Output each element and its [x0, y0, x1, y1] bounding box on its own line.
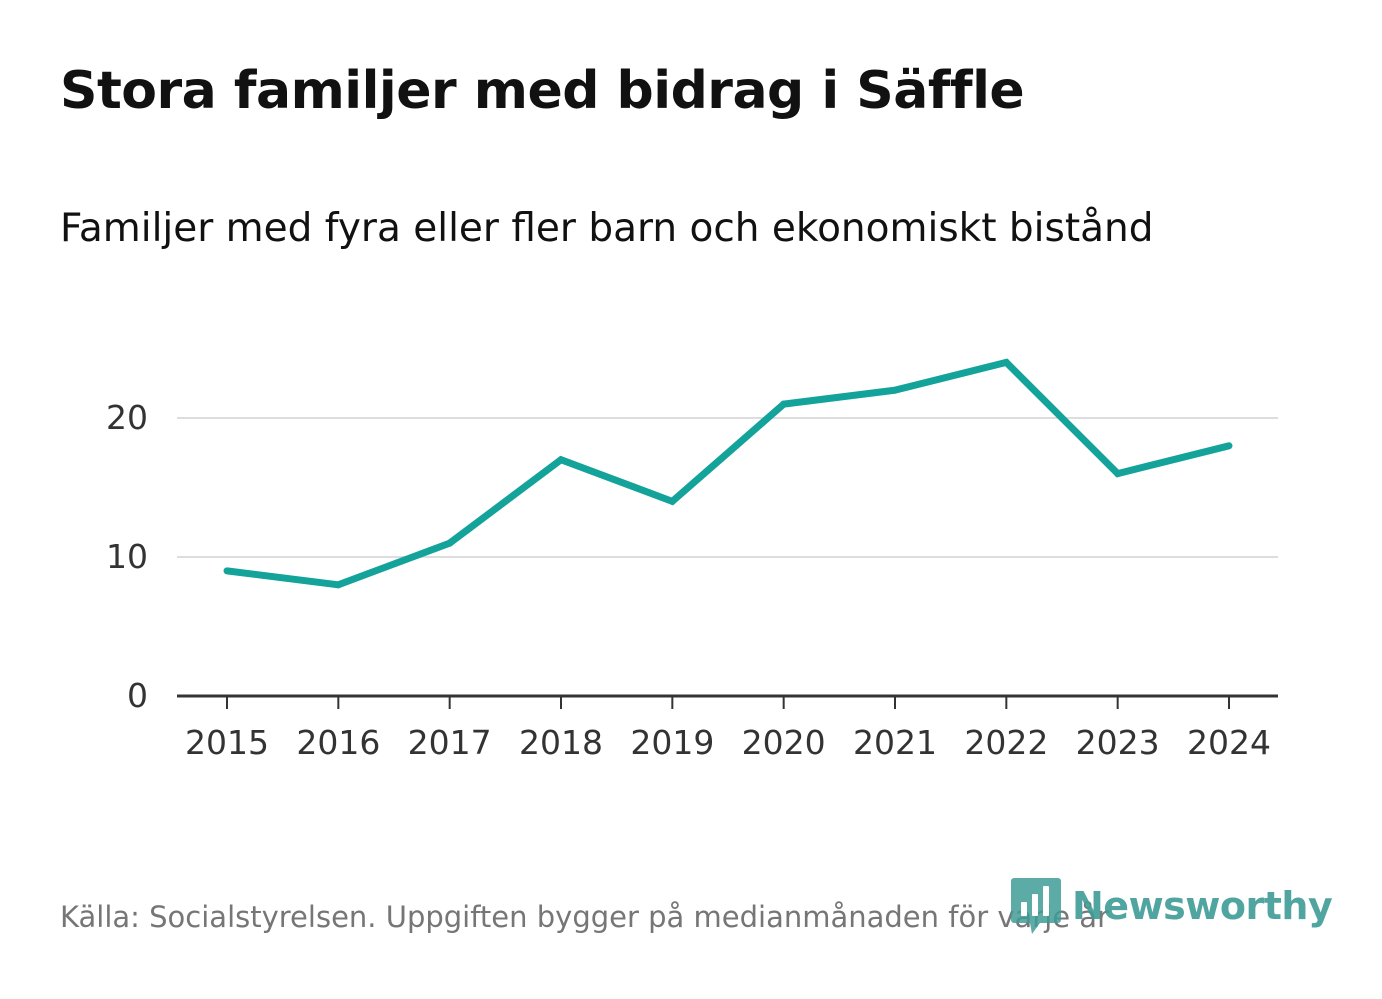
- brand-name: Newsworthy: [1072, 884, 1333, 928]
- y-tick-label: 10: [106, 537, 148, 576]
- data-point-2023: [1114, 470, 1122, 478]
- y-tick-label: 20: [106, 398, 148, 437]
- x-tick-label: 2018: [519, 723, 603, 762]
- x-tick-label: 2020: [742, 723, 826, 762]
- data-point-2022: [1002, 358, 1010, 366]
- newsworthy-logo-icon: [1011, 878, 1061, 934]
- x-tick-label: 2024: [1187, 723, 1271, 762]
- data-point-2021: [891, 386, 899, 394]
- x-tick-label: 2021: [853, 723, 937, 762]
- chart-subtitle: Familjer med fyra eller fler barn och ek…: [60, 206, 1154, 251]
- series-line-0: [226, 358, 1230, 589]
- chart-title: Stora familjer med bidrag i Säffle: [60, 61, 1025, 121]
- data-point-2015: [223, 567, 231, 575]
- y-axis-ticks: 0 10 20: [106, 398, 148, 715]
- data-point-2018: [557, 456, 565, 464]
- newsworthy-brand[interactable]: Newsworthy: [1010, 876, 1333, 936]
- source-note: Källa: Socialstyrelsen. Uppgiften bygger…: [60, 900, 1109, 934]
- x-tick-label: 2017: [408, 723, 492, 762]
- data-point-2024: [1225, 442, 1233, 450]
- data-point-2017: [446, 539, 454, 547]
- x-tick-label: 2023: [1076, 723, 1160, 762]
- data-point-2019: [668, 497, 676, 505]
- gridlines: [177, 417, 1278, 558]
- x-tick-label: 2015: [185, 723, 269, 762]
- x-tick-label: 2016: [296, 723, 380, 762]
- data-point-2016: [334, 581, 342, 589]
- data-point-2020: [780, 400, 788, 408]
- x-tick-label: 2022: [964, 723, 1048, 762]
- y-tick-label: 0: [127, 676, 148, 715]
- x-tick-label: 2019: [630, 723, 714, 762]
- series-lines: [223, 358, 1233, 589]
- x-axis-ticks: 2015 2016 2017 2018 2019 2020 2021 2022 2023 2024: [185, 696, 1271, 762]
